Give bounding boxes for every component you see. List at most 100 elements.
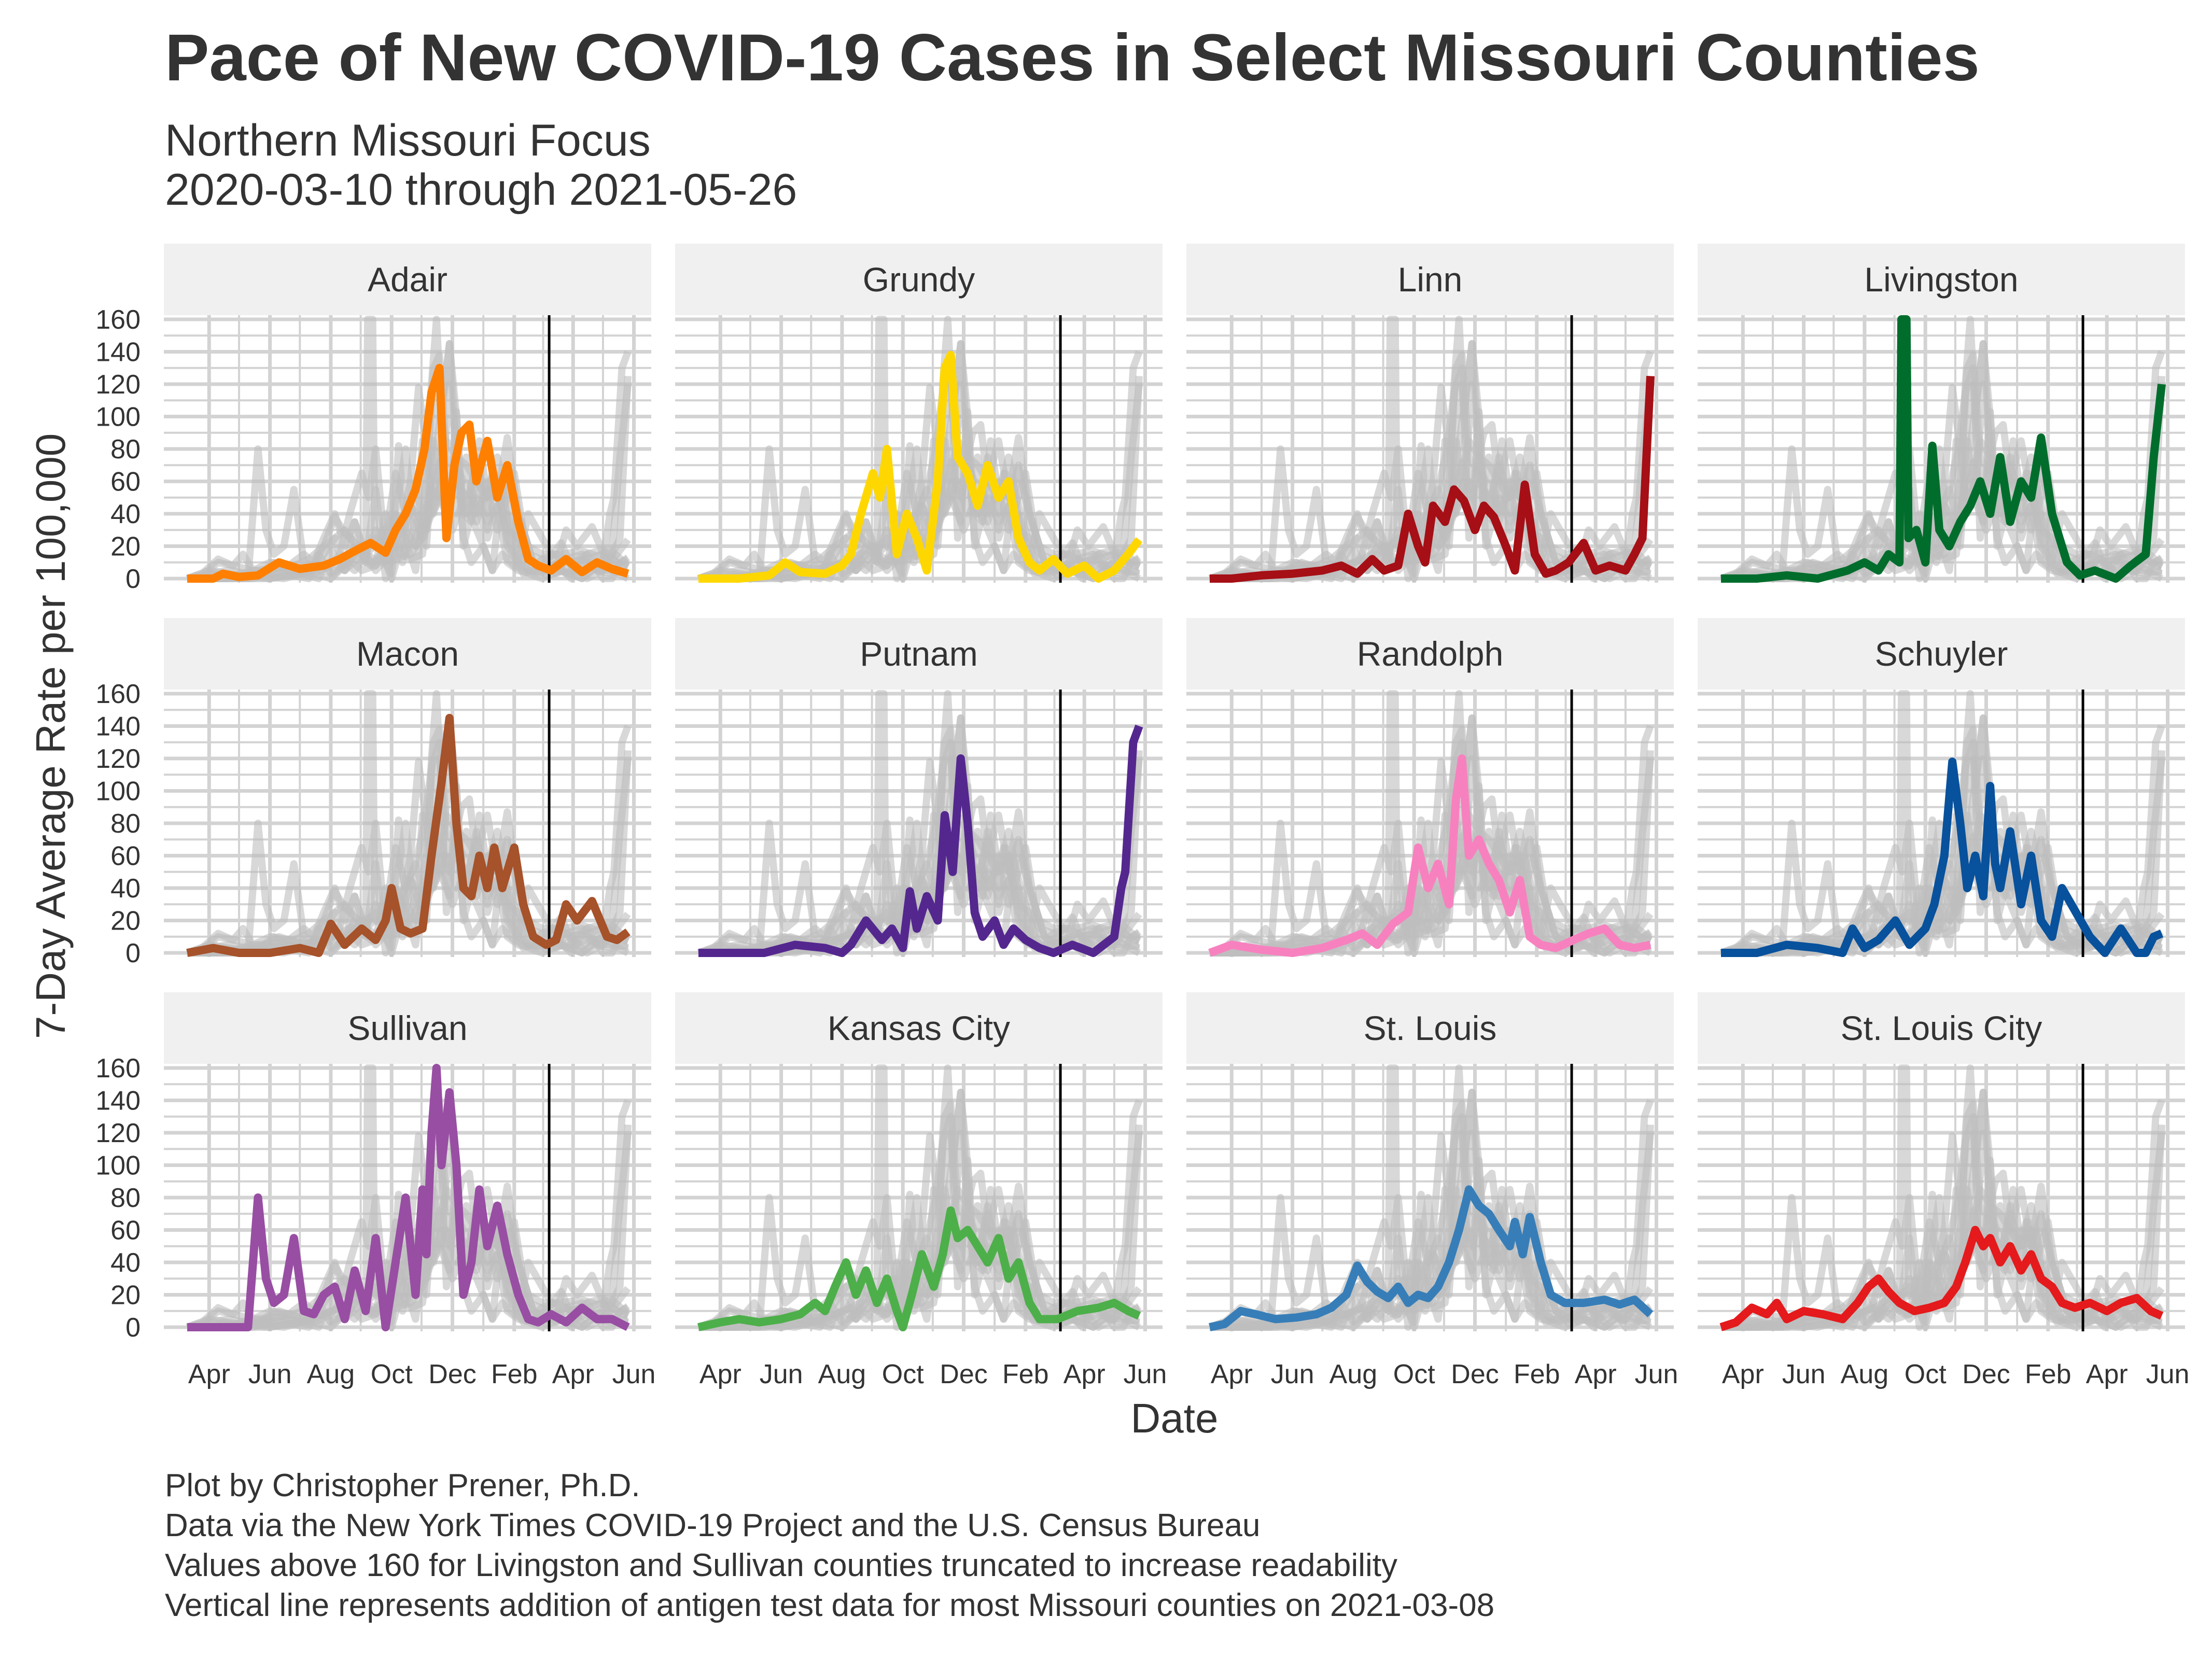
y-tick-label: 120 — [95, 744, 141, 774]
chart-title: Pace of New COVID-19 Cases in Select Mis… — [165, 21, 1980, 95]
facet-panel: Linn — [1186, 244, 1674, 583]
x-tick-label: Apr — [188, 1359, 230, 1389]
facet-strip-label: Linn — [1398, 260, 1463, 299]
facet-strip — [1698, 992, 2185, 1064]
facet-strip-label: Randolph — [1357, 635, 1504, 673]
x-tick-label: Apr — [1575, 1359, 1617, 1389]
background-series-line — [186, 458, 629, 582]
x-tick-label: Dec — [428, 1359, 476, 1389]
caption-line-4: Vertical line represents addition of ant… — [165, 1587, 1495, 1623]
facet-panel: St. Louis City Apr Jun Aug Oct Dec Feb Apr Jun — [1698, 992, 2189, 1389]
background-series-line — [1208, 477, 1652, 582]
x-tick-label: Jun — [760, 1359, 803, 1389]
y-tick-label: 0 — [125, 1313, 141, 1343]
y-tick-label: 60 — [110, 467, 141, 497]
facet-panel: Randolph — [1186, 618, 1674, 957]
background-series-line — [1720, 833, 2163, 957]
facet-strip — [164, 618, 651, 690]
facet-strip — [164, 244, 651, 315]
x-tick-label: Feb — [1002, 1359, 1049, 1389]
highlight-series-line — [1209, 1185, 1654, 1331]
x-tick-label: Aug — [818, 1359, 866, 1389]
y-tick-label: 40 — [110, 1248, 141, 1278]
highlight-series-line — [1721, 757, 2164, 957]
facet-strip — [1698, 244, 2185, 315]
x-tick-label: Aug — [1329, 1359, 1378, 1389]
y-tick-label: 140 — [95, 338, 141, 368]
x-tick-label: Apr — [699, 1359, 741, 1389]
facet-strip — [1186, 992, 1674, 1064]
y-tick-label: 80 — [110, 1183, 141, 1213]
background-series-line — [186, 1226, 629, 1331]
facet-strip-label: Macon — [356, 635, 459, 673]
y-tick-label: 0 — [125, 938, 141, 968]
y-axis-label: 7-Day Average Rate per 100,000 — [27, 433, 74, 1039]
highlight-series-line — [1208, 754, 1651, 957]
x-tick-label: Jun — [1782, 1359, 1826, 1389]
x-tick-label: Oct — [1905, 1359, 1947, 1389]
y-tick-label: 40 — [110, 499, 141, 529]
highlight-series-line — [1721, 315, 2166, 583]
y-tick-label: 60 — [110, 1216, 141, 1246]
x-tick-label: Jun — [1271, 1359, 1314, 1389]
y-tick-label: 20 — [110, 532, 141, 562]
x-tick-label: Oct — [1393, 1359, 1435, 1389]
y-tick-label: 60 — [110, 841, 141, 871]
facet-strip — [1698, 618, 2185, 690]
x-tick-label: Apr — [2086, 1359, 2128, 1389]
highlight-series-line — [698, 724, 1143, 957]
x-axis-label: Date — [1130, 1395, 1219, 1441]
background-series-line — [186, 833, 629, 957]
y-tick-label: 140 — [95, 1086, 141, 1116]
highlight-series-line — [186, 713, 631, 957]
facet-panel: Kansas City Apr Jun Aug Oct Dec Feb Apr Jun — [675, 992, 1167, 1389]
facet-strip — [1186, 618, 1674, 690]
highlight-series-line — [187, 1064, 630, 1331]
y-tick-label: 120 — [95, 370, 141, 400]
facet-strip — [675, 618, 1163, 690]
y-tick-label: 20 — [110, 906, 141, 936]
facet-strip — [164, 992, 651, 1064]
caption-line-2: Data via the New York Times COVID-19 Pro… — [165, 1508, 1261, 1543]
y-tick-label: 80 — [110, 434, 141, 465]
y-tick-label: 100 — [95, 1151, 141, 1181]
y-tick-label: 80 — [110, 809, 141, 839]
x-tick-label: Dec — [1962, 1359, 2010, 1389]
facet-panel: Grundy — [675, 244, 1163, 583]
facet-strip-label: Putnam — [860, 635, 977, 673]
x-tick-label: Dec — [940, 1359, 987, 1389]
highlight-series-line — [697, 1206, 1141, 1331]
y-tick-label: 140 — [95, 712, 141, 742]
x-tick-label: Aug — [307, 1359, 355, 1389]
facet-strip-label: Adair — [368, 260, 447, 299]
facet-panel: Schuyler — [1698, 618, 2185, 957]
facet-strip-label: Schuyler — [1875, 635, 2008, 673]
x-tick-label: Aug — [1841, 1359, 1889, 1389]
facet-strip — [675, 992, 1163, 1064]
highlight-series-line — [1210, 376, 1655, 583]
x-tick-label: Apr — [1722, 1359, 1764, 1389]
y-tick-label: 40 — [110, 874, 141, 904]
facet-strip-label: Kansas City — [828, 1009, 1010, 1047]
caption-line-3: Values above 160 for Livingston and Sull… — [165, 1548, 1398, 1583]
highlight-series-line — [1719, 1226, 2164, 1331]
facet-strip — [675, 244, 1163, 315]
y-tick-label: 100 — [95, 777, 141, 807]
y-tick-label: 100 — [95, 402, 141, 432]
x-tick-label: Apr — [1211, 1359, 1253, 1389]
highlight-series-line — [698, 350, 1143, 583]
background-series-line — [1719, 852, 2163, 957]
background-series-line — [1720, 458, 2163, 582]
facet-strip-label: Livingston — [1864, 260, 2018, 299]
facet-panel: St. Louis Apr Jun Aug Oct Dec Feb Apr Jun — [1186, 992, 1678, 1389]
background-series-line — [186, 477, 629, 582]
caption-line-1: Plot by Christopher Prener, Ph.D. — [165, 1468, 640, 1503]
chart-subtitle-line-1: Northern Missouri Focus — [165, 116, 651, 165]
x-tick-label: Jun — [248, 1359, 292, 1389]
facet-strip — [1186, 244, 1674, 315]
facet-panel: Putnam — [675, 618, 1163, 957]
